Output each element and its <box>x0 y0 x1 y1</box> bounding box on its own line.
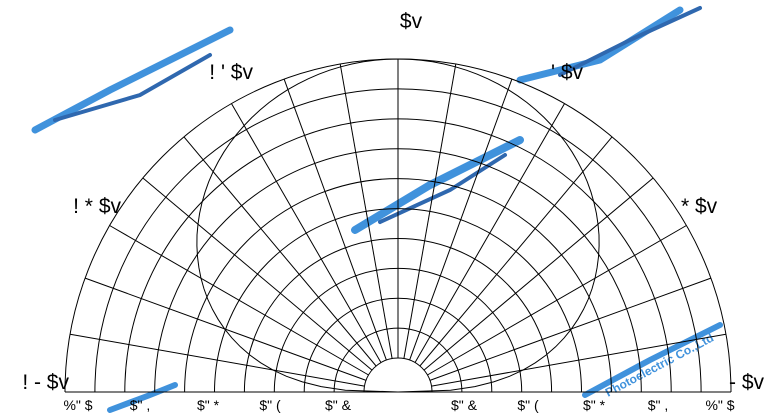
radial-label: $" & <box>325 397 352 413</box>
watermark-stroke <box>582 322 723 398</box>
radial-label: $" , <box>648 397 669 413</box>
angle-label-upper-left: ! ' $v <box>209 61 253 84</box>
grid-spoke <box>429 277 712 381</box>
angle-label-lower-right: - $v <box>729 371 765 394</box>
grid-spoke <box>431 333 726 387</box>
grid-spoke <box>109 225 369 376</box>
watermark-text: Photoelectric Co.,Ltd <box>603 331 716 400</box>
grid-spoke <box>84 277 367 381</box>
angle-label-lower-left: ! - $v <box>22 371 69 394</box>
grid-spoke <box>427 225 687 376</box>
grid-spoke <box>419 136 613 367</box>
watermark-stroke <box>53 53 212 122</box>
watermark-stroke <box>107 382 178 413</box>
watermark-layer: Photoelectric Co.,Ltd <box>31 6 723 413</box>
radial-label: $" , <box>130 397 151 413</box>
grid-spoke <box>231 103 382 363</box>
grid-spoke <box>183 136 377 367</box>
radiation-pattern-curve <box>196 58 600 393</box>
polar-grid <box>64 58 732 393</box>
watermark-stroke <box>31 26 234 134</box>
grid-spoke <box>142 177 373 371</box>
grid-spoke <box>70 333 365 387</box>
watermark-stroke <box>351 136 524 234</box>
watermark-stroke <box>516 6 684 84</box>
radial-label: %" $ <box>705 397 734 413</box>
angle-label-middle-right: * $v <box>681 195 718 218</box>
grid-spoke <box>403 64 457 359</box>
grid-spoke <box>283 78 387 361</box>
angle-label-middle-left: ! * $v <box>73 195 121 218</box>
watermark-stroke <box>558 6 702 77</box>
watermark-stroke <box>378 153 507 224</box>
radial-label: $" * <box>197 397 220 413</box>
grid-spoke <box>409 78 513 361</box>
angle-label-upper-right: ' $v <box>551 61 584 84</box>
grid-spoke <box>423 177 654 371</box>
radial-label: $" * <box>583 397 606 413</box>
angle-label-0deg: $v <box>400 10 423 33</box>
radial-label: $" ( <box>259 397 281 413</box>
radial-label: $" & <box>451 397 478 413</box>
grid-spoke <box>414 103 565 363</box>
radial-label: %" $ <box>63 397 92 413</box>
grid-spoke <box>339 64 393 359</box>
radial-label: $" ( <box>517 397 539 413</box>
